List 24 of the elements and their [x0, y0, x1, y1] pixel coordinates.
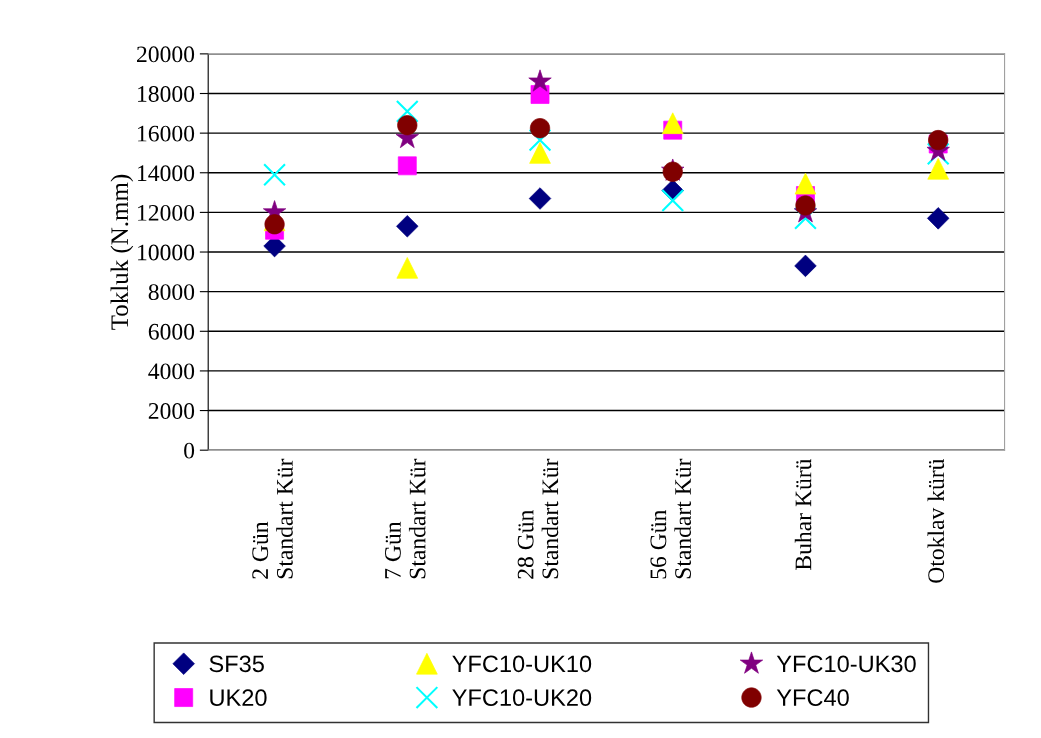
y-tick-label: 18000: [138, 86, 195, 102]
legend-label: SF35: [209, 655, 264, 673]
x-tick-label: 2 Gün Standart Kür: [252, 458, 293, 579]
x-tick-label: 28 Gün Standart Kür: [517, 458, 559, 579]
y-tick-label: 20000: [137, 46, 195, 63]
y-axis-title: Tokluk (N.mm): [110, 174, 134, 330]
legend-label: YFC10-UK30: [776, 655, 916, 673]
y-tick-label: 8000: [148, 284, 195, 301]
y-tick-label: 14000: [138, 165, 195, 182]
y-tick-label: 16000: [138, 125, 195, 142]
x-tick-label: Buhar Kürü: [794, 458, 812, 570]
x-tick-label: 7 Gün Standart Kür: [384, 458, 426, 579]
legend-label: YFC10-UK10: [452, 655, 592, 673]
y-tick-label: 2000: [148, 403, 195, 419]
y-tick-label: 0: [184, 442, 195, 459]
y-tick-label: 6000: [148, 323, 195, 340]
legend-label: UK20: [210, 689, 267, 707]
y-tick-label: 10000: [138, 244, 195, 261]
x-tick-label: 56 Gün Standart Kür: [650, 458, 691, 579]
y-tick-label: 12000: [138, 204, 195, 221]
legend-label: YFC10-UK20: [452, 689, 592, 707]
y-tick-label: 4000: [148, 363, 195, 380]
x-tick-label: Otoklav kürü: [927, 458, 945, 583]
legend-label: YFC40: [776, 689, 849, 707]
